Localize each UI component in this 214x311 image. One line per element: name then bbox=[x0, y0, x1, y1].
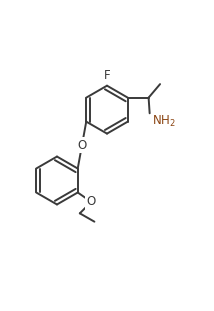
Text: NH$_2$: NH$_2$ bbox=[152, 114, 175, 129]
Text: F: F bbox=[104, 69, 110, 82]
Text: O: O bbox=[77, 139, 87, 151]
Text: O: O bbox=[87, 195, 96, 208]
